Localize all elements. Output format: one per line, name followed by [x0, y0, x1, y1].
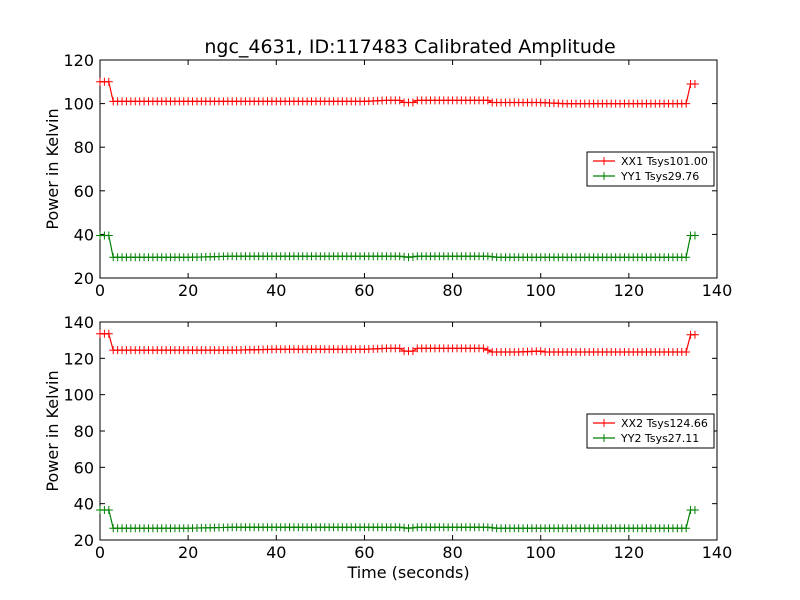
data-point [483, 96, 492, 105]
y-tick-label: 140 [63, 313, 94, 332]
y-tick-label: 60 [74, 458, 94, 477]
data-point [408, 98, 417, 107]
legend: XX1 Tsys101.00 YY1 Tsys29.76 [586, 151, 715, 187]
data-point [483, 252, 492, 261]
series [96, 506, 699, 533]
legend-entry: XX1 Tsys101.00 [621, 155, 708, 168]
x-tick-label: 120 [614, 281, 645, 300]
data-point [104, 506, 113, 515]
y-tick-label: 100 [63, 95, 94, 114]
data-point [408, 252, 417, 261]
data-point [400, 252, 409, 261]
x-axis-label: Time (seconds) [346, 563, 469, 582]
legend: XX2 Tsys124.66 YY2 Tsys27.11 [586, 413, 715, 449]
y-tick-label: 20 [74, 269, 94, 288]
y-tick-label: 120 [63, 51, 94, 70]
data-point [682, 253, 691, 262]
data-point [690, 231, 699, 240]
bottom-plot: 0 20 40 60 80 100 120 14020406080100120140Power… [43, 313, 732, 582]
plot-frame [99, 59, 718, 279]
x-tick-label: 140 [702, 543, 733, 562]
x-tick-label: 20 [178, 543, 198, 562]
data-point [483, 346, 492, 355]
data-point [682, 524, 691, 533]
series [96, 329, 699, 356]
data-point [395, 252, 404, 261]
data-point [395, 96, 404, 105]
legend-box [586, 151, 715, 187]
legend-entry: YY2 Tsys27.11 [620, 432, 699, 445]
data-point [536, 347, 545, 356]
y-tick-label: 80 [74, 422, 94, 441]
legend-entry: YY1 Tsys29.76 [620, 170, 699, 183]
data-point [104, 231, 113, 240]
data-point [104, 77, 113, 86]
x-tick-label: 40 [266, 543, 286, 562]
x-tick-label: 0 [95, 543, 105, 562]
y-axis-label: Power in Kelvin [43, 108, 62, 229]
y-tick-label: 80 [74, 138, 94, 157]
x-tick-label: 120 [614, 543, 645, 562]
data-point [690, 330, 699, 339]
y-axis-label: Power in Kelvin [43, 370, 62, 491]
data-point [682, 347, 691, 356]
x-tick-label: 40 [266, 281, 286, 300]
data-point [408, 347, 417, 356]
x-tick-label: 140 [702, 281, 733, 300]
chart-title: ngc_4631, ID:117483 Calibrated Amplitude [204, 36, 615, 58]
y-tick-label: 60 [74, 182, 94, 201]
data-point [395, 344, 404, 353]
data-point [479, 344, 488, 353]
data-point [682, 99, 691, 108]
data-point [488, 252, 497, 261]
legend-swatch-marker [600, 419, 608, 427]
y-tick-label: 100 [63, 386, 94, 405]
legend-entry: XX2 Tsys124.66 [621, 417, 708, 430]
legend-swatch-marker [600, 172, 608, 180]
data-point [690, 79, 699, 88]
y-tick-label: 120 [63, 349, 94, 368]
data-point [104, 329, 113, 338]
legend-swatch-marker [600, 157, 608, 165]
legend-box [586, 413, 715, 449]
series [96, 77, 699, 108]
x-tick-label: 60 [354, 281, 374, 300]
x-tick-label: 20 [178, 281, 198, 300]
y-tick-label: 20 [74, 531, 94, 550]
x-tick-label: 100 [525, 281, 556, 300]
y-tick-label: 40 [74, 225, 94, 244]
x-tick-label: 60 [354, 543, 374, 562]
legend-swatch-marker [600, 434, 608, 442]
x-tick-label: 80 [442, 543, 462, 562]
data-point [404, 253, 413, 262]
x-tick-label: 100 [525, 543, 556, 562]
data-point [690, 506, 699, 515]
x-tick-label: 0 [95, 281, 105, 300]
x-tick-label: 80 [442, 281, 462, 300]
y-tick-label: 40 [74, 495, 94, 514]
series [96, 231, 699, 262]
